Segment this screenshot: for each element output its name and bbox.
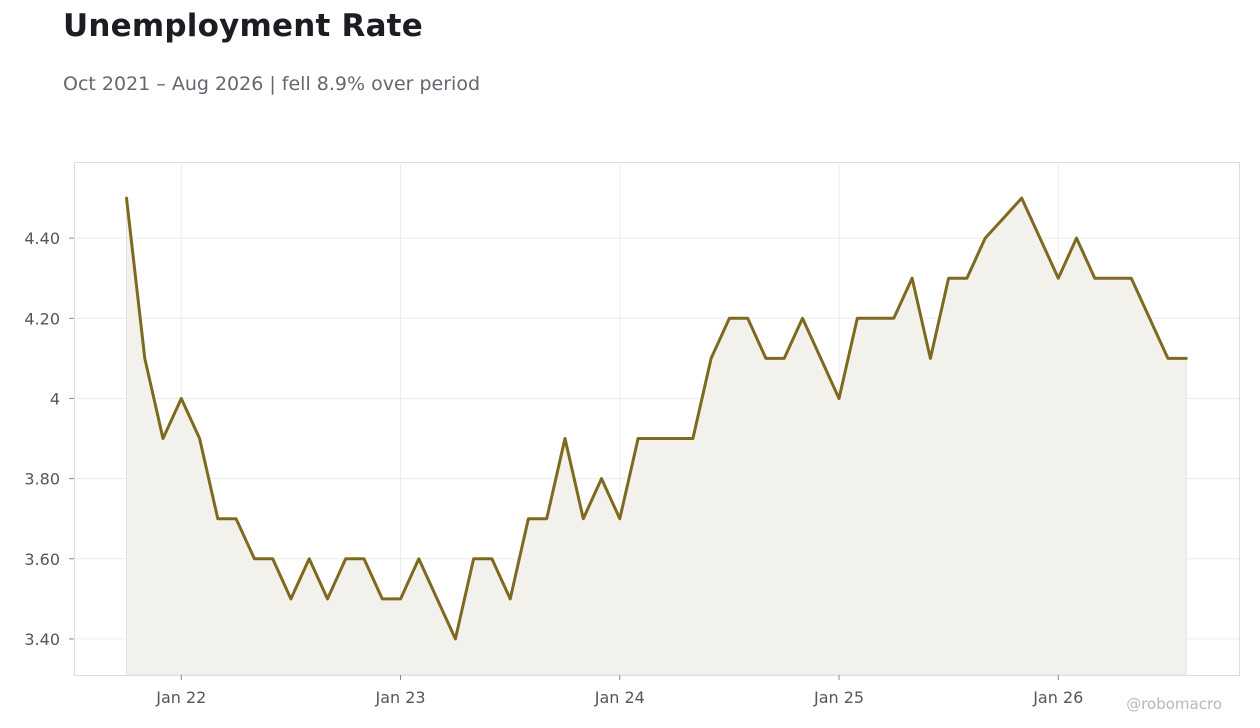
y-tick-label: 4.40 bbox=[24, 229, 60, 248]
y-tick-label: 3.40 bbox=[24, 630, 60, 649]
y-axis-ticks: 3.40 3.60 3.80 4 4.20 4.40 bbox=[24, 229, 74, 649]
chart-title: Unemployment Rate bbox=[63, 8, 423, 44]
y-tick-label: 4.20 bbox=[24, 309, 60, 328]
x-tick-label: Jan 24 bbox=[594, 688, 645, 707]
y-tick-label: 3.60 bbox=[24, 550, 60, 569]
chart-subtitle: Oct 2021 – Aug 2026 | fell 8.9% over per… bbox=[63, 73, 481, 95]
source-credit: @robomacro bbox=[1126, 695, 1222, 713]
y-tick-label: 4 bbox=[50, 389, 60, 408]
series-line bbox=[125, 196, 1188, 641]
x-tick-label: Jan 22 bbox=[155, 688, 206, 707]
x-tick-label: Jan 26 bbox=[1032, 688, 1083, 707]
y-tick-label: 3.80 bbox=[24, 470, 60, 489]
series-polyline bbox=[125, 196, 1188, 641]
x-tick-label: Jan 23 bbox=[374, 688, 425, 707]
x-axis-ticks: Jan 22 Jan 23 Jan 24 Jan 25 Jan 26 bbox=[155, 675, 1083, 707]
x-tick-label: Jan 25 bbox=[813, 688, 864, 707]
